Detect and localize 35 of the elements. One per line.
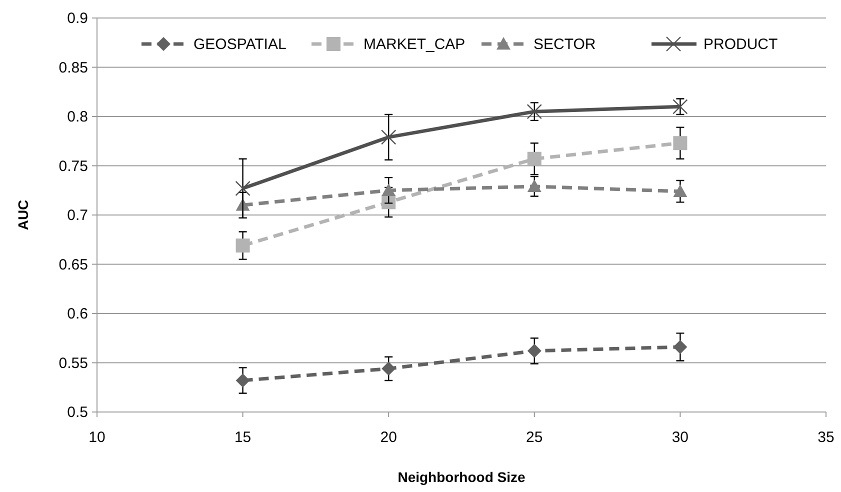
x-tick-label: 20 (380, 429, 397, 446)
point (381, 130, 396, 145)
legend-label: PRODUCT (704, 36, 778, 53)
point (672, 99, 688, 114)
point (673, 184, 688, 197)
y-tick-label: 0.6 (67, 306, 88, 322)
y-tick-label: 0.75 (58, 158, 88, 175)
y-tick-label: 0.85 (58, 59, 88, 76)
legend-label: MARKET_CAP (364, 36, 466, 53)
point (673, 136, 688, 150)
y-axis-title: AUC (15, 200, 31, 230)
point (382, 183, 396, 196)
y-tick-label: 0.5 (67, 404, 88, 421)
y-tick-label: 0.9 (67, 10, 88, 27)
point (236, 373, 250, 388)
point (527, 179, 542, 192)
y-tick-label: 0.8 (67, 108, 88, 126)
point (236, 238, 250, 253)
y-tick-label: 0.7 (67, 207, 88, 224)
x-tick-label: 25 (526, 429, 543, 446)
x-tick-label: 10 (88, 429, 106, 446)
point (527, 344, 542, 358)
point (527, 152, 542, 166)
x-tick-label: 30 (672, 429, 689, 446)
legend-label: SECTOR (534, 36, 596, 53)
y-tick-label: 0.65 (58, 256, 88, 274)
point (673, 340, 688, 354)
point (382, 362, 396, 376)
x-tick-label: 35 (818, 429, 834, 446)
x-axis-title: Neighborhood Size (398, 469, 526, 485)
point (235, 180, 250, 196)
legend-label: GEOSPATIAL (194, 36, 286, 53)
x-tick-label: 15 (234, 429, 252, 446)
y-tick-label: 0.55 (58, 354, 88, 372)
point (526, 104, 542, 120)
